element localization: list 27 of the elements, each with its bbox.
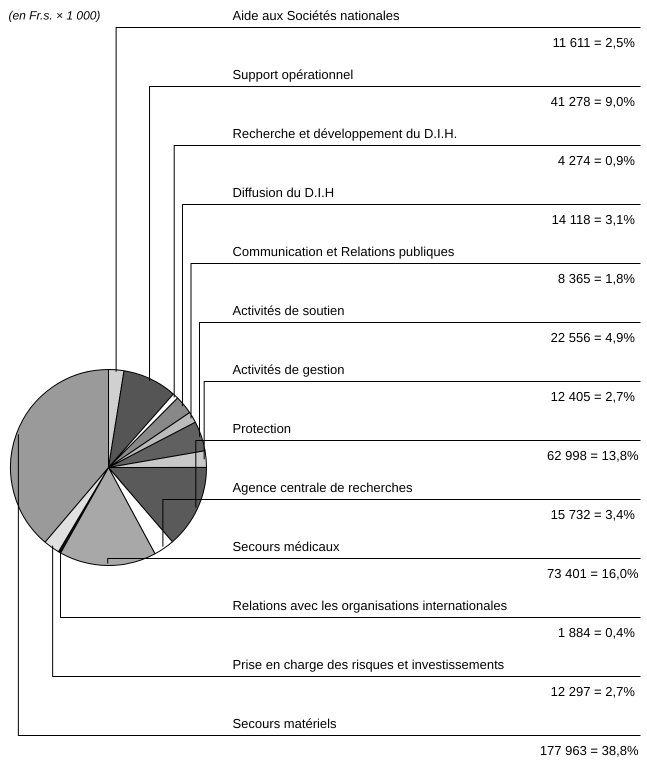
data-label: 4 274 = 0,9% <box>558 153 636 168</box>
slice-label: Support opérationnel <box>232 67 354 82</box>
slice-label: Agence centrale de recherches <box>232 480 413 495</box>
slice-label: Secours matériels <box>232 716 338 731</box>
data-label: 12 405 = 2,7% <box>550 389 636 404</box>
data-label: 8 365 = 1,8% <box>558 271 636 286</box>
data-label: 41 278 = 9,0% <box>550 94 636 109</box>
slice-label: Recherche et développement du D.I.H. <box>232 126 458 141</box>
slice-label: Activités de soutien <box>232 303 345 318</box>
slice-label: Activités de gestion <box>232 362 345 377</box>
slice-label: Secours médicaux <box>232 539 340 554</box>
slice-label: Protection <box>232 421 292 436</box>
data-label: 15 732 = 3,4% <box>550 507 636 522</box>
data-label: 22 556 = 4,9% <box>550 330 636 345</box>
slice-label: Relations avec les organisations internationales <box>232 598 508 613</box>
slice-label: Communication et Relations publiques <box>232 244 455 259</box>
data-label: 62 998 = 13,8% <box>547 448 639 463</box>
slice-label: Aide aux Sociétés nationales <box>232 8 400 23</box>
data-label: 11 611 = 2,5% <box>552 35 636 50</box>
slice-label: Diffusion du D.I.H <box>232 185 334 200</box>
data-label: 14 118 = 3,1% <box>552 212 636 227</box>
data-label: 1 884 = 0,4% <box>558 625 636 640</box>
slice-label: Prise en charge des risques et investissements <box>232 657 505 672</box>
data-label: 73 401 = 16,0% <box>547 566 639 581</box>
data-label: 12 297 = 2,7% <box>550 684 636 699</box>
text: (en Fr.s. × 1 000) <box>8 8 100 22</box>
data-label: 177 963 = 38,8% <box>540 743 639 758</box>
